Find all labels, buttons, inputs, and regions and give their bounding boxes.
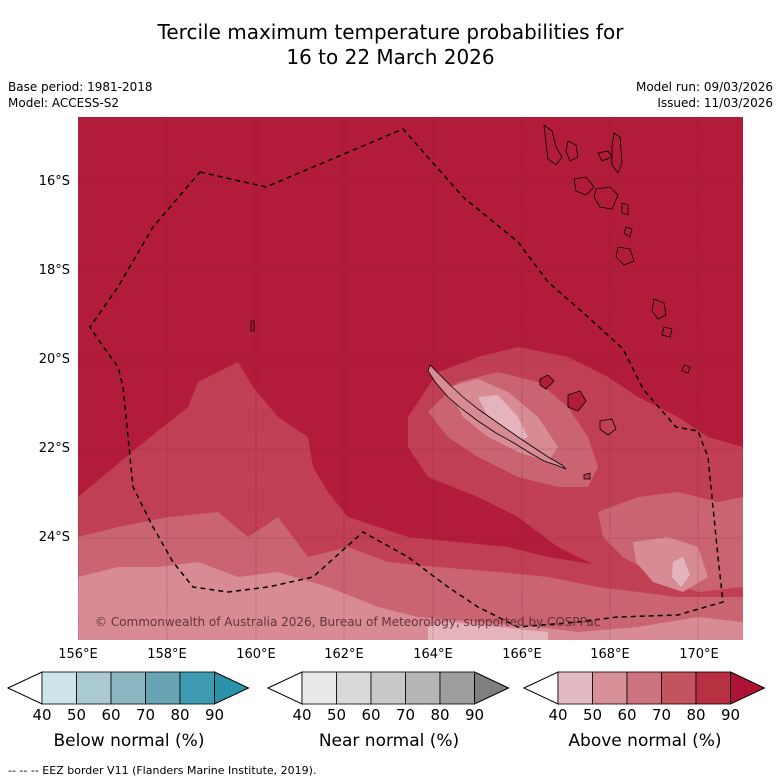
colorbar-segment <box>661 671 697 705</box>
colorbar-tick-label: 50 <box>582 706 603 724</box>
colorbar-tick-label: 90 <box>464 706 485 724</box>
colorbar-label-above: Above normal (%) <box>568 731 722 751</box>
eez-border <box>89 128 724 628</box>
colorbar-legend <box>6 671 766 705</box>
colorbar-segment <box>41 671 77 705</box>
colorbar-label-below: Below normal (%) <box>53 731 205 751</box>
island-loyalty-2 <box>567 390 587 412</box>
colorbar-segment <box>695 671 731 705</box>
colorbar-segment <box>592 671 628 705</box>
lat-label-16s: 16°S <box>38 174 70 189</box>
footer-note: -- -- -- EEZ border V11 (Flanders Marine… <box>8 764 317 777</box>
colorbar-tick-label: 80 <box>430 706 450 724</box>
page-title: Tercile maximum temperature probabilitie… <box>0 20 781 70</box>
colorbar-segment <box>145 671 181 705</box>
colorbar-tick-label: 80 <box>686 706 706 724</box>
copyright-text: © Commonwealth of Australia 2026, Bureau… <box>95 615 600 629</box>
colorbar-tick-label: 70 <box>651 706 672 724</box>
colorbar-segment <box>405 671 441 705</box>
colorbar-segment <box>336 671 372 705</box>
lat-label-22s: 22°S <box>38 441 70 456</box>
colorbar-tick-label: 80 <box>170 706 190 724</box>
colorbar-tick-label: 60 <box>361 706 381 724</box>
colorbar-tick-label: 90 <box>204 706 225 724</box>
colorbar-tick-label: 50 <box>66 706 87 724</box>
map-band-40-50-center <box>478 395 528 442</box>
colorbar-max-extension <box>730 671 766 705</box>
island-west <box>250 320 255 332</box>
map-band-40-50-east <box>672 557 690 587</box>
lon-label-168e: 168°E <box>590 647 630 662</box>
colorbar-max-extension <box>214 671 250 705</box>
lat-label-18s: 18°S <box>38 263 70 278</box>
lon-label-158e: 158°E <box>147 647 187 662</box>
map-band-50-60-east <box>633 537 708 592</box>
colorbar-min-extension <box>266 671 303 705</box>
colorbar-tick-label: 60 <box>101 706 121 724</box>
lon-label-170e: 170°E <box>679 647 719 662</box>
issued-date: Issued: 11/03/2026 <box>657 96 773 110</box>
island-isle-of-pines <box>583 472 591 480</box>
colorbar-min-extension <box>522 671 559 705</box>
lon-label-166e: 166°E <box>502 647 542 662</box>
meta-left: Base period: 1981-2018 Model: ACCESS-S2 <box>8 79 153 111</box>
map-band-50-60-south <box>78 562 743 640</box>
island-loyalty-1 <box>539 374 555 390</box>
base-period: Base period: 1981-2018 <box>8 80 153 94</box>
lon-label-164e: 164°E <box>413 647 453 662</box>
colorbar-tick-label: 40 <box>292 706 312 724</box>
map-band-40-50-south <box>428 622 548 640</box>
colorbar-tick-label: 40 <box>32 706 52 724</box>
island-loyalty-3 <box>599 418 617 436</box>
colorbar-above-normal <box>522 671 766 705</box>
lon-label-162e: 162°E <box>324 647 364 662</box>
probability-map: © Commonwealth of Australia 2026, Bureau… <box>78 117 743 640</box>
map-grid <box>78 117 743 640</box>
colorbar-tick-label: 60 <box>617 706 637 724</box>
colorbar-near-normal <box>266 671 510 705</box>
lat-label-20s: 20°S <box>38 352 70 367</box>
island-grande-terre <box>427 364 567 470</box>
title-line-1: Tercile maximum temperature probabilitie… <box>157 20 624 44</box>
vanuatu-islands <box>543 124 691 374</box>
colorbar-tick-label: 50 <box>326 706 347 724</box>
colorbar-tick-label: 70 <box>135 706 156 724</box>
meta-right: Model run: 09/03/2026 Issued: 11/03/2026 <box>636 79 773 111</box>
model-name: Model: ACCESS-S2 <box>8 96 120 110</box>
lat-label-24s: 24°S <box>38 530 70 545</box>
colorbar-segment <box>370 671 406 705</box>
colorbar-max-extension <box>474 671 510 705</box>
colorbar-tick-label: 90 <box>720 706 741 724</box>
colorbar-segment <box>439 671 475 705</box>
lon-label-156e: 156°E <box>58 647 98 662</box>
colorbar-segment <box>626 671 662 705</box>
colorbar-segment <box>557 671 593 705</box>
colorbar-tick-label: 70 <box>395 706 416 724</box>
colorbar-segment <box>76 671 112 705</box>
colorbar-segment <box>301 671 337 705</box>
colorbar-min-extension <box>6 671 43 705</box>
lon-label-160e: 160°E <box>236 647 276 662</box>
colorbar-below-normal <box>6 671 250 705</box>
model-run: Model run: 09/03/2026 <box>635 80 773 94</box>
title-line-2: 16 to 22 March 2026 <box>286 45 495 69</box>
colorbar-label-near: Near normal (%) <box>318 731 460 751</box>
colorbar-tick-label: 40 <box>548 706 568 724</box>
colorbar-segment <box>110 671 146 705</box>
colorbar-segment <box>179 671 215 705</box>
